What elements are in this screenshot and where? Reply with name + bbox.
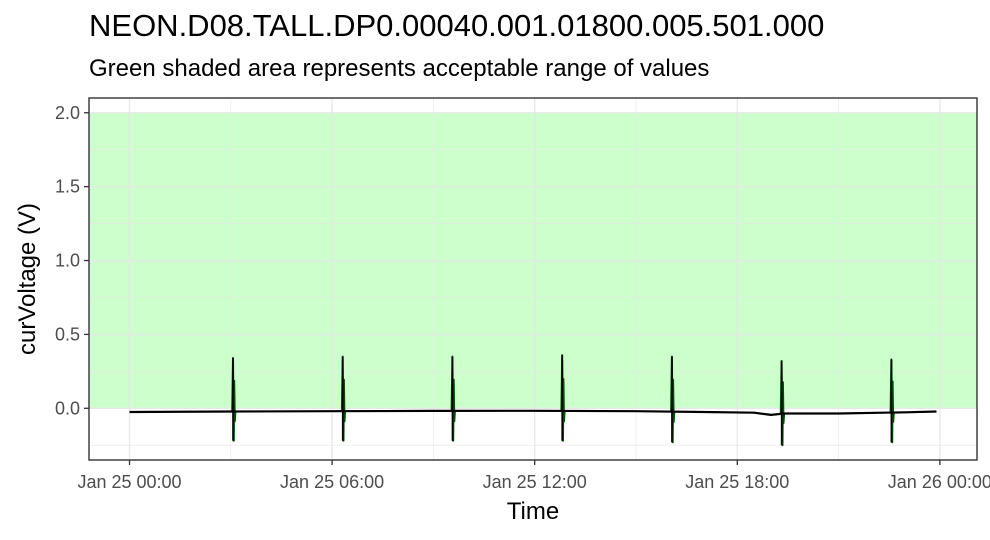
x-tick-label: Jan 25 06:00 [280,472,384,492]
chart-title: NEON.D08.TALL.DP0.00040.001.01800.005.50… [89,8,825,43]
plot-border [88,97,978,461]
series-line [129,409,937,416]
grid [89,98,977,460]
chart-subtitle: Green shaded area represents acceptable … [89,55,710,82]
x-tick-label: Jan 25 12:00 [483,472,587,492]
y-tick-label: 1.0 [55,251,80,271]
y-tick-label: 0.0 [55,398,80,418]
x-tick-label: Jan 25 18:00 [685,472,789,492]
x-axis-title: Time [507,498,559,525]
y-tick-label: 1.5 [55,177,80,197]
data-layer [129,354,937,447]
y-axis-title: curVoltage (V) [14,203,41,355]
x-tick-label: Jan 25 00:00 [77,472,181,492]
y-tick-label: 2.0 [55,103,80,123]
y-tick-label: 0.5 [55,324,80,344]
x-tick-label: Jan 26 00:00 [888,472,990,492]
